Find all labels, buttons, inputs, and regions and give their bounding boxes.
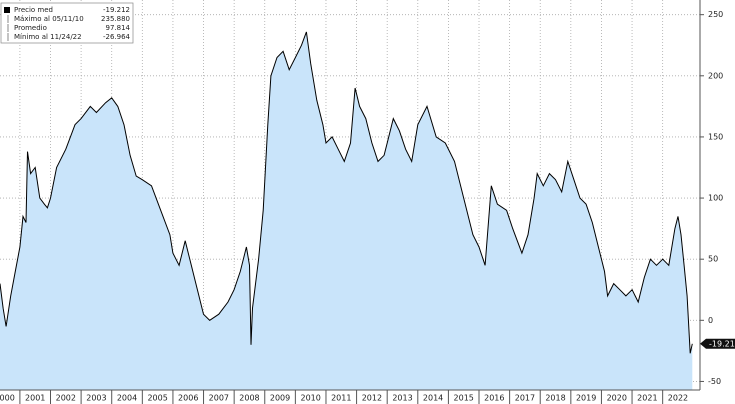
legend-value: 97.814 bbox=[106, 24, 131, 32]
x-tick-label: 2002 bbox=[56, 394, 76, 403]
plot-area bbox=[0, 0, 700, 391]
x-tick-label: 2021 bbox=[637, 394, 657, 403]
x-tick-label: 2004 bbox=[117, 394, 137, 403]
legend-label: Precio med bbox=[14, 6, 53, 14]
line bbox=[0, 31, 693, 354]
legend-box bbox=[0, 2, 134, 44]
legend-value: -26.964 bbox=[103, 33, 131, 41]
x-tick-label: 2012 bbox=[362, 394, 382, 403]
x-tick-label: 2000 bbox=[0, 394, 15, 403]
legend-value: -19.212 bbox=[103, 6, 130, 14]
x-tick-label: 2014 bbox=[423, 394, 443, 403]
legend-value: 235.880 bbox=[101, 15, 130, 23]
legend-label: Máximo al 05/11/10 bbox=[14, 15, 84, 23]
x-tick-label: 2010 bbox=[300, 394, 320, 403]
x-tick-label: 2013 bbox=[392, 394, 412, 403]
last-value-pointer bbox=[700, 338, 735, 349]
legend: Precio med -19.212 Máximo al 05/11/10 235.8… bbox=[0, 2, 134, 44]
x-tick-label: 2016 bbox=[484, 394, 504, 403]
y-tick-label: -50 bbox=[708, 377, 721, 386]
x-tick-label: 2006 bbox=[178, 394, 198, 403]
x-tick-label: 2005 bbox=[147, 394, 167, 403]
y-tick-label: 250 bbox=[708, 10, 723, 19]
x-tick-label: 2022 bbox=[668, 394, 688, 403]
x-tick-label: 2015 bbox=[454, 394, 474, 403]
y-tick-label: 150 bbox=[708, 132, 723, 141]
x-tick-label: 2009 bbox=[270, 394, 290, 403]
y-tick-label: 200 bbox=[708, 71, 723, 80]
x-tick-label: 2011 bbox=[331, 394, 351, 403]
x-tick-label: 2017 bbox=[515, 394, 535, 403]
legend-label: Mínimo al 11/24/22 bbox=[14, 33, 82, 41]
x-tick-label: 2001 bbox=[25, 394, 45, 403]
x-tick-label: 2007 bbox=[209, 394, 229, 403]
x-tick-label: 2003 bbox=[86, 394, 106, 403]
legend-label: Promedio bbox=[14, 24, 47, 32]
x-tick-label: 2018 bbox=[545, 394, 565, 403]
x-tick-label: 2020 bbox=[607, 394, 627, 403]
y-tick-label: 100 bbox=[708, 194, 723, 203]
y-tick-label: 50 bbox=[708, 255, 718, 264]
x-tick-label: 2008 bbox=[239, 394, 259, 403]
x-tick-label: 2019 bbox=[576, 394, 596, 403]
area bbox=[0, 31, 693, 391]
legend-swatch bbox=[4, 7, 10, 13]
y-tick-label: 0 bbox=[708, 316, 713, 325]
last-value-label: -19.212 bbox=[709, 339, 735, 348]
